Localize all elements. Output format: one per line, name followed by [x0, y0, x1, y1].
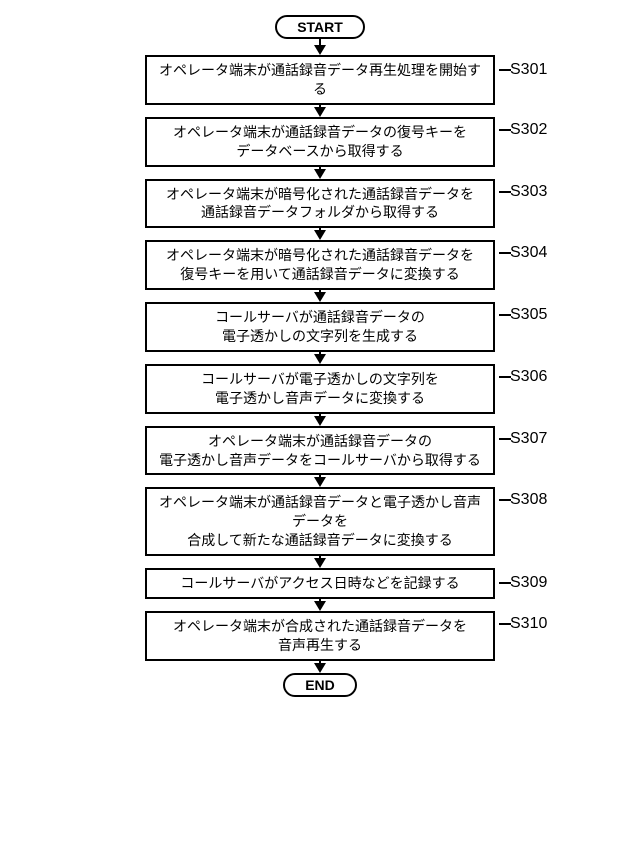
- step-label: S307: [510, 430, 547, 448]
- flowchart-container: START オペレータ端末が通話録音データ再生処理を開始するS301オペレータ端…: [0, 15, 640, 697]
- process-box: オペレータ端末が通話録音データと電子透かし音声データを合成して新たな通話録音デー…: [145, 487, 495, 556]
- process-box: オペレータ端末が通話録音データの電子透かし音声データをコールサーバから取得する: [145, 426, 495, 476]
- step-row: オペレータ端末が通話録音データの復号キーをデータベースから取得する S302: [0, 117, 640, 167]
- process-text: オペレータ端末が通話録音データ再生処理を開始する: [159, 62, 481, 97]
- step-row: コールサーバが電子透かしの文字列を電子透かし音声データに変換する S306: [0, 364, 640, 414]
- process-text: 通話録音データフォルダから取得する: [201, 204, 439, 220]
- process-text: 電子透かし音声データに変換する: [215, 390, 425, 406]
- process-text: 復号キーを用いて通話録音データに変換する: [180, 266, 460, 282]
- process-box: オペレータ端末が暗号化された通話録音データを復号キーを用いて通話録音データに変換…: [145, 240, 495, 290]
- process-box: オペレータ端末が暗号化された通話録音データを通話録音データフォルダから取得する: [145, 179, 495, 229]
- step-row: オペレータ端末が暗号化された通話録音データを通話録音データフォルダから取得する S…: [0, 179, 640, 229]
- step-label: S301: [510, 61, 547, 79]
- step-row: オペレータ端末が暗号化された通話録音データを復号キーを用いて通話録音データに変換…: [0, 240, 640, 290]
- step-label: S310: [510, 615, 547, 633]
- step-row: オペレータ端末が通話録音データと電子透かし音声データを合成して新たな通話録音デー…: [0, 487, 640, 556]
- process-text: コールサーバが電子透かしの文字列を: [201, 371, 439, 387]
- process-box: オペレータ端末が合成された通話録音データを音声再生する: [145, 611, 495, 661]
- step-label: S309: [510, 574, 547, 592]
- process-box: オペレータ端末が通話録音データの復号キーをデータベースから取得する: [145, 117, 495, 167]
- process-text: データベースから取得する: [236, 143, 403, 159]
- step-row: オペレータ端末が通話録音データの電子透かし音声データをコールサーバから取得する S…: [0, 426, 640, 476]
- process-box: オペレータ端末が通話録音データ再生処理を開始する: [145, 55, 495, 105]
- process-text: コールサーバが通話録音データの: [215, 309, 425, 325]
- start-terminal: START: [275, 15, 365, 39]
- process-text: オペレータ端末が通話録音データと電子透かし音声データを: [159, 494, 481, 529]
- end-terminal: END: [283, 673, 357, 697]
- step-row: コールサーバがアクセス日時などを記録する S309: [0, 568, 640, 599]
- step-label: S303: [510, 183, 547, 201]
- process-text: オペレータ端末が暗号化された通話録音データを: [166, 186, 474, 202]
- process-box: コールサーバがアクセス日時などを記録する: [145, 568, 495, 599]
- process-text: オペレータ端末が通話録音データの: [208, 433, 432, 449]
- process-box: コールサーバが電子透かしの文字列を電子透かし音声データに変換する: [145, 364, 495, 414]
- process-text: 合成して新たな通話録音データに変換する: [187, 532, 453, 548]
- process-text: オペレータ端末が通話録音データの復号キーを: [173, 124, 467, 140]
- process-text: オペレータ端末が暗号化された通話録音データを: [166, 247, 474, 263]
- process-text: 音声再生する: [278, 637, 362, 653]
- step-label: S305: [510, 306, 547, 324]
- process-text: オペレータ端末が合成された通話録音データを: [173, 618, 467, 634]
- step-label: S302: [510, 121, 547, 139]
- step-label: S308: [510, 491, 547, 509]
- process-box: コールサーバが通話録音データの電子透かしの文字列を生成する: [145, 302, 495, 352]
- process-text: 電子透かしの文字列を生成する: [222, 328, 418, 344]
- step-row: オペレータ端末が通話録音データ再生処理を開始する S301: [0, 55, 640, 105]
- step-label: S306: [510, 368, 547, 386]
- step-label: S304: [510, 244, 547, 262]
- process-text: 電子透かし音声データをコールサーバから取得する: [159, 452, 481, 468]
- process-text: コールサーバがアクセス日時などを記録する: [180, 575, 459, 591]
- step-row: オペレータ端末が合成された通話録音データを音声再生する S310: [0, 611, 640, 661]
- step-row: コールサーバが通話録音データの電子透かしの文字列を生成する S305: [0, 302, 640, 352]
